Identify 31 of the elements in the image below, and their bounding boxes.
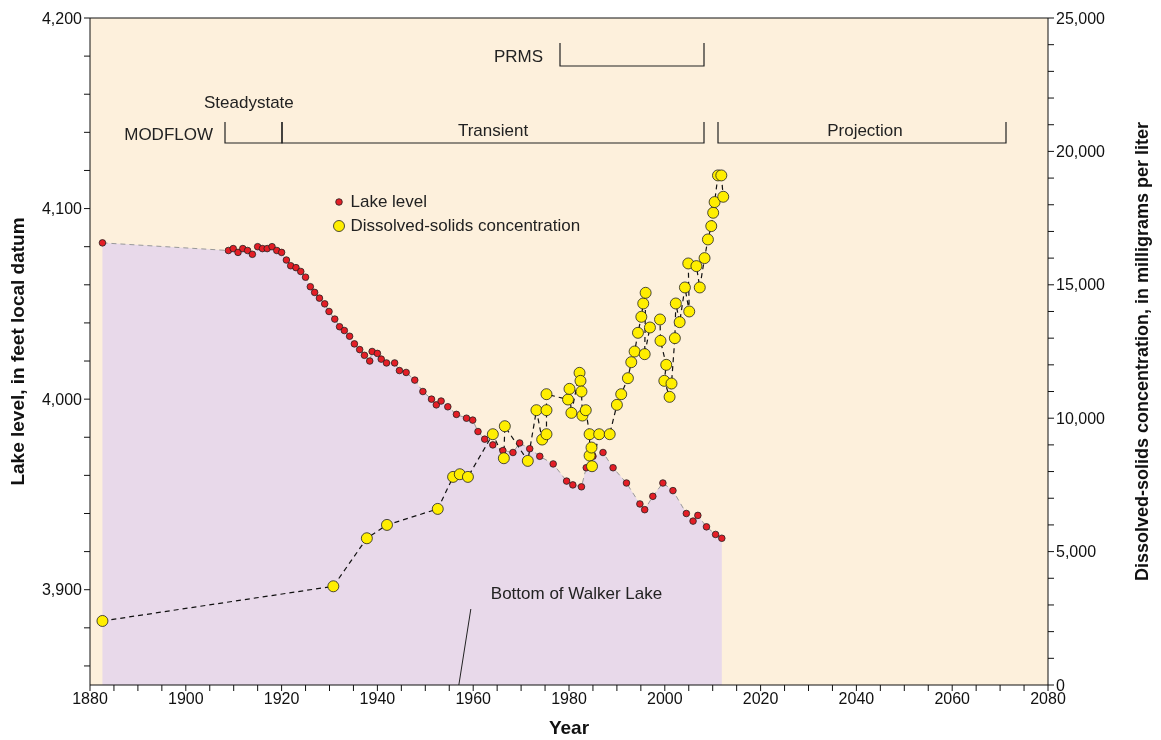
y-tick-label: 4,000 — [41, 390, 83, 408]
y-tick-label: 4,200 — [41, 9, 83, 27]
annotation: PRMS — [493, 47, 543, 66]
y2-tick-label: 10,000 — [1056, 409, 1106, 427]
x-tick-label: 2000 — [647, 690, 683, 708]
y2-tick-label: 15,000 — [1056, 276, 1106, 294]
y2-axis-title: Dissolved-solids concentration, in milligrams per liter — [1132, 121, 1152, 582]
y2-tick-label: 25,000 — [1056, 9, 1106, 27]
y-tick-label: 3,900 — [41, 581, 83, 599]
x-tick-label: 2020 — [742, 690, 779, 708]
x-tick-label: 1880 — [72, 690, 108, 708]
y2-tick-label: 5,000 — [1056, 543, 1097, 561]
annotation: Bottom of Walker Lake — [490, 584, 663, 603]
x-axis-title: Year — [548, 717, 590, 738]
x-tick-label: 2040 — [838, 690, 875, 708]
x-tick-label: 1960 — [455, 690, 492, 708]
x-tick-label: 1900 — [168, 690, 204, 708]
annotation: Projection — [827, 121, 903, 140]
x-tick-label: 1920 — [263, 690, 300, 708]
annotation: MODFLOW — [124, 125, 213, 144]
x-tick-label: 1940 — [359, 690, 396, 708]
x-tick-label: 1980 — [551, 690, 587, 708]
y-axis-title: Lake level, in feet local datum — [7, 217, 28, 486]
legend-label: Lake level — [350, 192, 428, 212]
annotation: Steadystate — [204, 93, 294, 112]
x-tick-label: 2080 — [1030, 690, 1066, 708]
annotation: Transient — [457, 121, 529, 140]
y2-tick-label: 20,000 — [1056, 143, 1106, 161]
x-tick-label: 2060 — [934, 690, 971, 708]
y-tick-label: 4,100 — [41, 200, 83, 218]
legend-label: Dissolved-solids concentration — [350, 216, 581, 236]
